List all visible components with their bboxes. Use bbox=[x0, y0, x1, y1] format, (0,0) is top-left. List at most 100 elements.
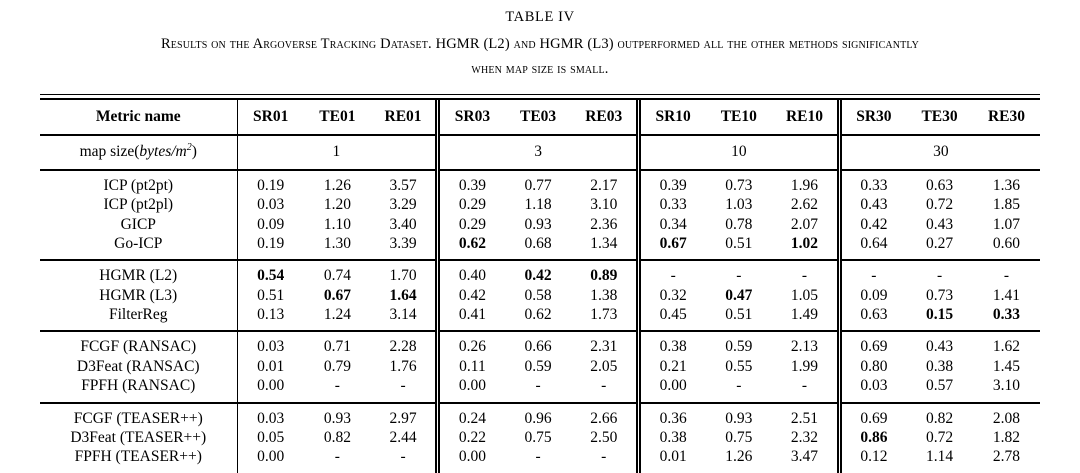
value-cell: 1.38 bbox=[590, 286, 618, 304]
value-cell: 0.03 bbox=[236, 195, 304, 215]
top-rule bbox=[40, 94, 1040, 100]
col-header-re10: RE10 bbox=[785, 108, 823, 125]
value-cell: 1.34 bbox=[590, 234, 618, 252]
value-cell: 0.39 bbox=[635, 169, 706, 196]
value-cell: 0.43 bbox=[925, 338, 954, 356]
value-cell: 0.75 bbox=[725, 428, 753, 446]
col-header-re03: RE03 bbox=[585, 108, 623, 125]
value-cell: - bbox=[535, 377, 541, 395]
method-name: D3Feat (TEASER++) bbox=[70, 428, 207, 446]
value-cell: 1.18 bbox=[524, 196, 552, 214]
value-cell: 2.31 bbox=[590, 338, 618, 356]
value-cell: 0.12 bbox=[836, 447, 907, 473]
col-header-te30: TE30 bbox=[921, 108, 958, 125]
value-cell: 0.01 bbox=[236, 356, 304, 377]
value-cell: 0.59 bbox=[725, 338, 753, 356]
value-cell: 0.57 bbox=[925, 377, 954, 395]
value-cell: 0.33 bbox=[836, 169, 907, 196]
table-row: Go-ICP 0.19 1.30 3.39 0.62 0.68 1.34 0.67 0.51 1.… bbox=[40, 233, 1040, 261]
value-cell: 0.67 bbox=[323, 286, 351, 304]
value-cell: 2.62 bbox=[790, 196, 819, 214]
value-cell: 3.47 bbox=[790, 448, 819, 466]
value-cell: 0.66 bbox=[524, 338, 552, 356]
method-name: FCGF (TEASER++) bbox=[73, 409, 203, 427]
map-size-label: map size(bytes/m2) bbox=[40, 135, 237, 169]
value-cell: 1.62 bbox=[992, 338, 1021, 356]
value-cell: 0.80 bbox=[836, 356, 907, 377]
method-name: FPFH (RANSAC) bbox=[81, 377, 196, 395]
value-cell: 0.43 bbox=[836, 195, 907, 215]
method-name: FilterReg bbox=[108, 306, 168, 323]
value-cell: 0.22 bbox=[435, 427, 505, 448]
value-cell: 0.41 bbox=[435, 305, 505, 332]
map-size-value-3: 3 bbox=[435, 135, 639, 170]
value-cell: 0.72 bbox=[925, 428, 954, 446]
value-cell: 0.42 bbox=[524, 267, 552, 285]
map-size-label-suffix: ) bbox=[191, 143, 197, 161]
value-cell: - bbox=[736, 377, 742, 395]
value-cell: 0.86 bbox=[836, 427, 907, 448]
method-name: FPFH (TEASER++) bbox=[74, 448, 202, 466]
value-cell: 0.69 bbox=[836, 402, 907, 428]
value-cell: 0.75 bbox=[524, 428, 552, 446]
method-name: ICP (pt2pl) bbox=[103, 196, 174, 214]
value-cell: 3.40 bbox=[389, 215, 417, 233]
value-cell: 1.07 bbox=[992, 215, 1021, 233]
value-cell: - bbox=[601, 448, 607, 466]
value-cell: 0.29 bbox=[435, 195, 505, 215]
table-row: FilterReg 0.13 1.24 3.14 0.41 0.62 1.73 0.45 0.5… bbox=[40, 305, 1040, 332]
method-name: HGMR (L2) bbox=[99, 267, 178, 285]
method-name: D3Feat (RANSAC) bbox=[76, 357, 200, 375]
value-cell: 0.71 bbox=[323, 338, 351, 356]
value-cell: 3.39 bbox=[389, 234, 417, 252]
value-cell: 2.13 bbox=[790, 338, 819, 356]
value-cell: 2.05 bbox=[590, 357, 618, 375]
value-cell: 0.93 bbox=[524, 215, 552, 233]
value-cell: 1.49 bbox=[790, 306, 819, 323]
value-cell: 1.82 bbox=[992, 428, 1021, 446]
col-header-te03: TE03 bbox=[520, 108, 557, 125]
value-cell: 0.33 bbox=[992, 306, 1021, 323]
value-cell: 0.74 bbox=[323, 267, 351, 285]
value-cell: 0.05 bbox=[236, 427, 304, 448]
value-cell: 0.26 bbox=[435, 331, 505, 357]
value-cell: 1.30 bbox=[323, 234, 351, 252]
value-cell: 0.45 bbox=[635, 305, 706, 332]
table-row: HGMR (L3) 0.51 0.67 1.64 0.42 0.58 1.38 0.32 0.4… bbox=[40, 285, 1040, 305]
value-cell: 0.79 bbox=[323, 357, 351, 375]
value-cell: 0.63 bbox=[925, 176, 954, 194]
value-cell: 3.29 bbox=[389, 196, 417, 214]
value-cell: 0.42 bbox=[435, 285, 505, 305]
value-cell: 2.78 bbox=[992, 448, 1021, 466]
col-header-sr03: SR03 bbox=[435, 100, 505, 136]
caption-line-2: when map size is small. bbox=[471, 61, 609, 77]
value-cell: 3.10 bbox=[992, 377, 1021, 395]
value-cell: 0.00 bbox=[435, 447, 505, 473]
value-cell: 1.76 bbox=[389, 357, 417, 375]
value-cell: 0.69 bbox=[836, 331, 907, 357]
value-cell: 2.97 bbox=[389, 409, 417, 427]
value-cell: - bbox=[400, 448, 406, 466]
value-cell: 0.00 bbox=[236, 447, 304, 473]
value-cell: - bbox=[400, 377, 406, 395]
method-group: ICP (pt2pt) 0.19 1.26 3.57 0.39 0.77 2.17 0.39 0… bbox=[40, 169, 1040, 261]
col-header-sr10: SR10 bbox=[635, 100, 706, 136]
method-group: FCGF (RANSAC) 0.03 0.71 2.28 0.26 0.66 2.31 0.3… bbox=[40, 331, 1040, 403]
table-caption: Results on the Argoverse Tracking Datase… bbox=[0, 32, 1080, 82]
table-row: FPFH (TEASER++) 0.00 - - 0.00 - - 0.01 1.26 3.47 0… bbox=[40, 447, 1040, 473]
value-cell: 1.41 bbox=[992, 286, 1021, 304]
table-row: D3Feat (TEASER++) 0.05 0.82 2.44 0.22 0.75 2.5… bbox=[40, 427, 1040, 448]
value-cell: 1.45 bbox=[992, 357, 1021, 375]
value-cell: 1.73 bbox=[590, 306, 618, 323]
method-name: Go-ICP bbox=[114, 234, 163, 252]
value-cell: 0.58 bbox=[524, 286, 552, 304]
value-cell: 0.40 bbox=[435, 260, 505, 286]
value-cell: 0.63 bbox=[836, 305, 907, 332]
value-cell: 2.08 bbox=[992, 409, 1021, 427]
table-row: HGMR (L2) 0.54 0.74 1.70 0.40 0.42 0.89- - - - - - bbox=[40, 260, 1040, 286]
value-cell: 3.57 bbox=[389, 176, 417, 194]
value-cell: 0.82 bbox=[323, 428, 351, 446]
value-cell: 2.17 bbox=[590, 176, 618, 194]
value-cell: 0.38 bbox=[635, 427, 706, 448]
